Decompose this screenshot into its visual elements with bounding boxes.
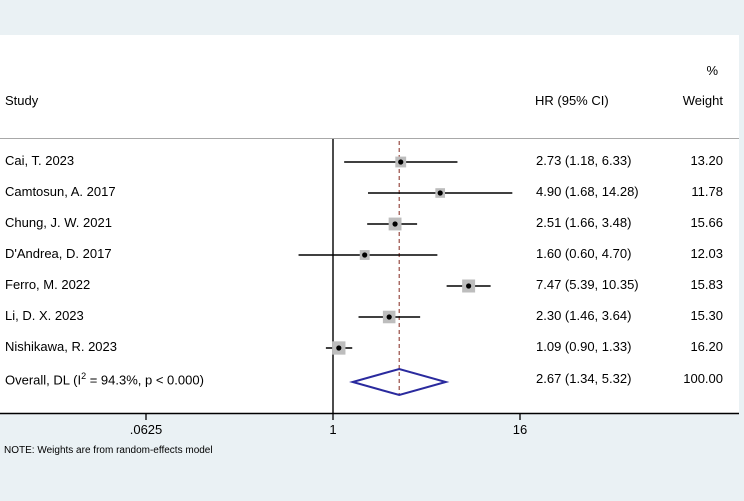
column-header-weight: Weight xyxy=(682,93,723,108)
column-header-study: Study xyxy=(5,93,39,108)
x-axis-tick-label: .0625 xyxy=(129,422,163,437)
overall-label-part: 2 xyxy=(81,371,87,381)
column-header-hr-ci: HR (95% CI) xyxy=(535,93,609,108)
weight-value: 15.66 xyxy=(690,215,723,230)
study-label: Li, D. X. 2023 xyxy=(5,308,84,323)
hr-ci-value: 1.09 (0.90, 1.33) xyxy=(536,339,632,354)
hr-ci-value: 7.47 (5.39, 10.35) xyxy=(536,277,639,292)
hr-ci-value: 2.30 (1.46, 3.64) xyxy=(536,308,632,323)
study-label: Camtosun, A. 2017 xyxy=(5,184,116,199)
study-label: Nishikawa, R. 2023 xyxy=(5,339,117,354)
overall-hr-ci-value: 2.67 (1.34, 5.32) xyxy=(536,371,632,386)
overall-label: Overall, DL (I2 = 94.3%, p < 0.000) xyxy=(5,371,204,387)
hr-ci-value: 4.90 (1.68, 14.28) xyxy=(536,184,639,199)
overall-weight-value: 100.00 xyxy=(683,371,723,386)
weight-value: 12.03 xyxy=(690,246,723,261)
study-label: Ferro, M. 2022 xyxy=(5,277,91,292)
study-label: D'Andrea, D. 2017 xyxy=(5,246,112,261)
x-axis-tick-label: 16 xyxy=(512,422,528,437)
weight-value: 11.78 xyxy=(691,184,723,199)
weight-value: 15.83 xyxy=(690,277,723,292)
x-axis-tick-label: 1 xyxy=(329,422,337,437)
overall-label-part: = 94.3%, p < 0.000) xyxy=(86,372,204,388)
note-text: NOTE: Weights are from random-effects mo… xyxy=(4,445,213,456)
weight-value: 13.20 xyxy=(690,153,723,168)
weight-value: 15.30 xyxy=(690,308,723,323)
hr-ci-value: 2.73 (1.18, 6.33) xyxy=(536,153,632,168)
hr-ci-value: 2.51 (1.66, 3.48) xyxy=(536,215,632,230)
study-label: Chung, J. W. 2021 xyxy=(5,215,112,230)
hr-ci-value: 1.60 (0.60, 4.70) xyxy=(536,246,632,261)
weight-value: 16.20 xyxy=(690,339,723,354)
study-label: Cai, T. 2023 xyxy=(5,153,75,168)
overall-label-part: Overall, DL (I xyxy=(5,372,82,388)
column-header-percent: % xyxy=(706,63,718,78)
